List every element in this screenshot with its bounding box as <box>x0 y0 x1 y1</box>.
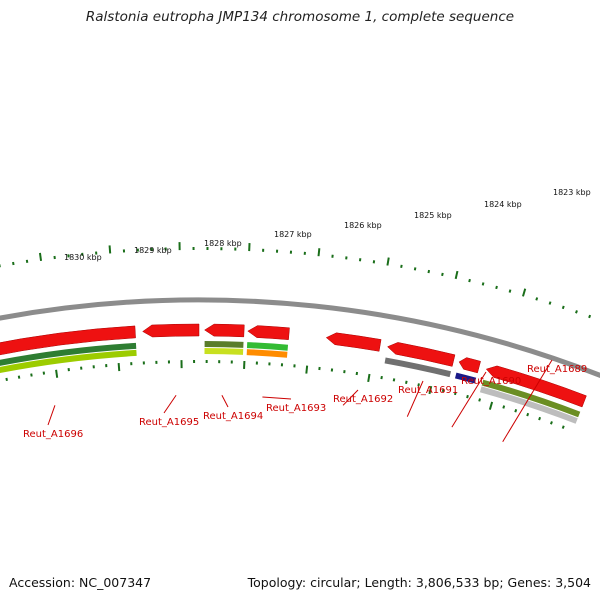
scale-tick <box>526 412 530 417</box>
gene-arrow <box>247 325 290 340</box>
scale-tick <box>466 394 469 399</box>
accession-text: Accession: NC_007347 <box>9 575 152 590</box>
scale-tick <box>117 363 121 372</box>
scale-tick <box>55 369 59 378</box>
scale-tick-label: 1824 kbp <box>484 200 522 209</box>
scale-tick <box>514 408 518 413</box>
scale-tick <box>108 245 112 254</box>
scale-tick <box>38 252 43 261</box>
scale-tick <box>380 375 383 380</box>
gene-labels: Reut_A1696 Reut_A1695 Reut_A1694Reut_A1693… <box>23 364 587 440</box>
scale-tick <box>454 270 459 280</box>
annotation-tracks <box>0 341 581 424</box>
scale-tick <box>495 285 498 290</box>
scale-tick <box>427 269 431 274</box>
genome-summary-text: Topology: circular; Length: 3,806,533 bp… <box>247 575 591 590</box>
gene-label: Reut_A1690 <box>461 376 521 387</box>
scale-tick <box>417 383 420 387</box>
gene-track-segment <box>479 386 578 424</box>
scale-tick <box>413 267 417 271</box>
scale-tick <box>561 425 565 429</box>
scale-tick <box>468 278 471 283</box>
scale-tick-label: 1823 kbp <box>553 188 591 197</box>
scale-tick <box>5 377 8 382</box>
gene-label-leaders <box>47 359 553 443</box>
scale-tick-label: 1827 kbp <box>274 230 312 239</box>
scale-tick <box>453 391 457 396</box>
outer-scale-ticks <box>0 242 592 319</box>
gene-label: Reut_A1689 <box>527 364 587 375</box>
gene-arrow <box>204 323 245 338</box>
gene-label: Reut_A1691 <box>398 385 458 396</box>
scale-tick <box>549 421 553 425</box>
gene-track-segment <box>246 342 289 351</box>
gene-track-segment <box>384 357 452 378</box>
gene-leader-line <box>342 389 359 406</box>
gene-arrow <box>0 325 136 356</box>
gene-track-segment <box>0 342 137 366</box>
gene-leader-line <box>406 380 424 417</box>
scale-tick-label: 1830 kbp <box>64 253 102 262</box>
gene-track-segment <box>454 372 477 384</box>
gene-label: Reut_A1693 <box>266 403 326 414</box>
gene-leader-line <box>502 359 553 443</box>
scale-tick <box>588 314 592 319</box>
scale-tick <box>305 365 309 374</box>
scale-tick <box>367 373 371 383</box>
scale-tick-label: 1829 kbp <box>134 246 172 255</box>
scale-tick <box>561 305 565 310</box>
gene-track-segment <box>0 349 137 374</box>
gene-arrow <box>142 323 200 338</box>
scale-tick-label: 1828 kbp <box>204 239 242 248</box>
gene-label: Reut_A1696 <box>23 429 83 440</box>
gene-label: Reut_A1692 <box>333 394 393 405</box>
gene-leader-line <box>262 396 292 400</box>
gene-leader-line <box>163 394 177 414</box>
scale-tick-labels: 1830 kbp 1829 kbp 1828 kbp 1827 kbp 1826 kbp… <box>64 188 591 262</box>
scale-tick <box>400 264 403 269</box>
scale-tick <box>575 310 578 314</box>
gene-arrows <box>0 323 587 408</box>
gene-label: Reut_A1694 <box>203 411 263 422</box>
scale-tick <box>538 416 542 421</box>
gene-arrow <box>387 342 456 367</box>
scale-tick <box>522 288 527 297</box>
scale-tick <box>317 248 321 257</box>
gene-track-segment <box>204 341 244 348</box>
gene-track-segment <box>204 348 244 355</box>
gene-arrow <box>458 357 481 374</box>
gene-leader-line <box>451 371 487 428</box>
scale-tick <box>392 378 396 382</box>
scale-tick <box>441 272 444 277</box>
scale-tick <box>508 289 512 293</box>
scale-tick <box>428 385 433 395</box>
scale-tick <box>478 398 481 402</box>
gene-leader-line <box>47 405 56 426</box>
scale-tick <box>488 401 494 410</box>
scale-tick <box>502 405 506 409</box>
scale-tick <box>405 380 408 384</box>
gene-arrow <box>325 332 382 352</box>
scale-tick <box>17 375 21 379</box>
gene-leader-line <box>221 395 229 408</box>
scale-tick <box>481 282 485 286</box>
scale-tick <box>386 257 390 266</box>
chromosome-backbone <box>0 297 600 379</box>
map-title: Ralstonia eutropha JMP134 chromosome 1, … <box>85 9 515 25</box>
scale-tick-label: 1825 kbp <box>414 211 452 220</box>
gene-track-segment <box>246 349 288 358</box>
gene-label: Reut_A1695 <box>139 417 199 428</box>
gene-track-segment <box>481 379 581 418</box>
scale-tick <box>535 297 539 301</box>
inner-scale-ticks <box>5 360 565 429</box>
scale-tick <box>441 388 445 393</box>
scale-tick-label: 1826 kbp <box>344 221 382 230</box>
scale-tick <box>548 301 552 305</box>
